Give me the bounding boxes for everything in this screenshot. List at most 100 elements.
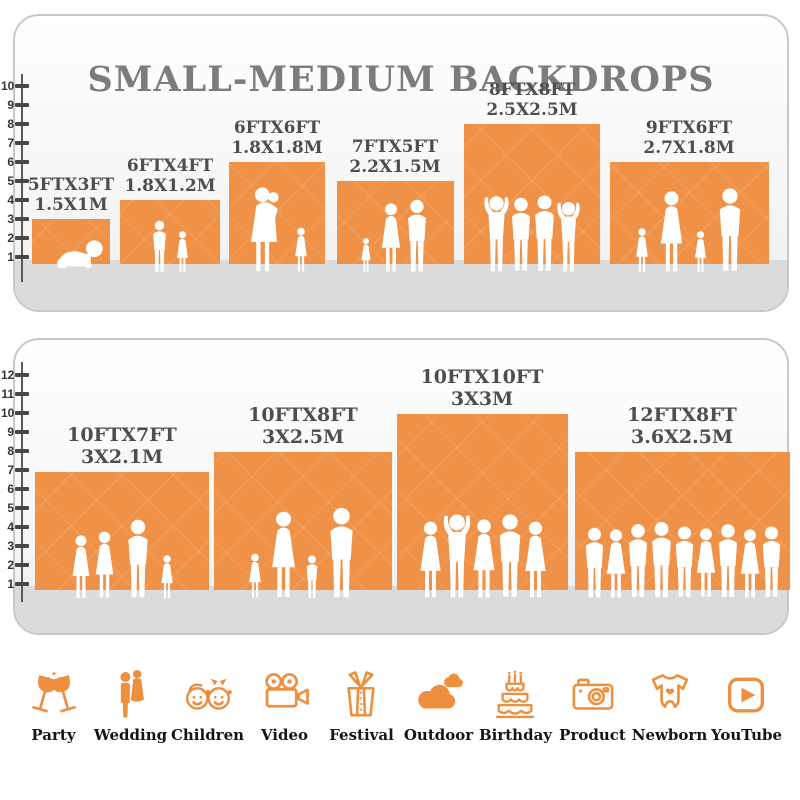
- category-label: Wedding: [93, 726, 168, 744]
- category-label: YouTube: [710, 726, 783, 744]
- backdrop-label-5x3: 5FTX3FT 1.5X1M: [27, 175, 115, 215]
- tick-label: 5: [7, 174, 14, 188]
- backdrop-7x5: [337, 181, 454, 273]
- woman-silhouette: [381, 203, 401, 272]
- toddler-silhouette: [361, 238, 371, 273]
- category-outdoor: Outdoor: [404, 668, 473, 744]
- category-label: Festival: [329, 726, 394, 744]
- girl-silhouette: [294, 227, 307, 272]
- woman-silhouette: [95, 531, 114, 598]
- backdrop-label-10x7: 10FTX7FT 3X2.1M: [67, 424, 177, 468]
- silhouette-group: [337, 199, 454, 273]
- tick-label: 8: [7, 444, 14, 458]
- woman-silhouette: [272, 511, 295, 597]
- tick-mark: [15, 430, 29, 434]
- birthday-icon: [496, 670, 535, 719]
- panel-medium-backdrops: 12 11 10 9 8 7 6 5 4 3 2 1 10FTX7FT 3X2.1…: [1, 338, 790, 635]
- wedding-icon: [119, 670, 144, 718]
- tick-label: 12: [1, 368, 15, 382]
- woman-silhouette: [660, 191, 682, 272]
- tick-mark: [15, 236, 29, 240]
- man-silhouette: [128, 519, 148, 598]
- youtube-icon: [728, 677, 765, 713]
- tick-mark: [15, 160, 29, 164]
- backdrop-10x8: [214, 452, 392, 599]
- festival-icon: [347, 671, 376, 717]
- backdrop-label-12x8: 12FTX8FT 3.6X2.5M: [627, 404, 737, 448]
- girl-silhouette: [177, 231, 188, 273]
- tick-mark: [15, 217, 29, 221]
- tick-mark: [15, 449, 29, 453]
- category-video: Video: [258, 668, 312, 744]
- tick-mark: [15, 84, 29, 88]
- tick-label: 1: [7, 577, 14, 591]
- tick-mark: [15, 103, 29, 107]
- ruler-line-top: [21, 74, 23, 282]
- silhouette-group: [229, 187, 325, 273]
- category-legend: Party Wedding Childre: [15, 668, 785, 744]
- tick-label: 10: [1, 406, 15, 420]
- tick-label: 5: [7, 501, 14, 515]
- boy-silhouette: [153, 220, 166, 272]
- tick-label: 3: [7, 539, 14, 553]
- tick-mark: [15, 582, 29, 586]
- tick-mark: [15, 392, 29, 396]
- tick-mark: [15, 563, 29, 567]
- tick-label: 1: [7, 250, 14, 264]
- party-icon: [31, 672, 76, 713]
- tick-label: 2: [7, 558, 14, 572]
- girl-silhouette: [635, 228, 648, 273]
- category-newborn: Newborn: [632, 668, 707, 744]
- backdrop-label-6x6: 6FTX6FT 1.8X1.8M: [231, 118, 323, 158]
- silhouette-group: [575, 521, 790, 599]
- silhouette-group: [32, 239, 110, 269]
- tick-mark: [15, 255, 29, 259]
- tick-mark: [15, 373, 29, 377]
- tick-label: 4: [7, 193, 14, 207]
- backdrop-8x8: [464, 124, 600, 272]
- category-label: Party: [31, 726, 76, 744]
- man-silhouette: [408, 199, 426, 272]
- tick-label: 6: [7, 155, 14, 169]
- backdrop-10x7: [35, 472, 209, 599]
- panel-small-backdrops: SMALL-MEDIUM BACKDROPS 10 9 8 7 6 5 4 3 …: [1, 14, 789, 312]
- tick-label: 8: [7, 117, 14, 131]
- man-silhouette: [762, 526, 780, 597]
- silhouette-group: [397, 511, 568, 599]
- children-icon: [185, 678, 232, 710]
- tick-label: 6: [7, 482, 14, 496]
- woman-silhouette: [524, 521, 546, 598]
- tick-label: 2: [7, 231, 14, 245]
- category-birthday: Birthday: [479, 668, 552, 744]
- tick-label: 4: [7, 520, 14, 534]
- category-label: Outdoor: [403, 726, 474, 744]
- backdrop-12x8: [575, 452, 790, 598]
- toddler-silhouette: [249, 553, 261, 598]
- category-label: Birthday: [478, 726, 553, 744]
- baby-silhouette: [56, 240, 103, 269]
- tick-label: 7: [7, 136, 14, 150]
- tick-label: 9: [7, 425, 14, 439]
- silhouette-group: [35, 519, 209, 599]
- category-label: Children: [170, 726, 245, 744]
- category-label: Product: [559, 726, 626, 744]
- backdrop-label-9x6: 9FTX6FT 2.7X1.8M: [643, 118, 735, 158]
- tick-mark: [15, 487, 29, 491]
- tick-mark: [15, 544, 29, 548]
- girl-silhouette: [161, 555, 173, 599]
- tick-mark: [15, 198, 29, 202]
- tick-mark: [15, 525, 29, 529]
- product-icon: [572, 678, 613, 710]
- woman-arms-up-silhouette: [557, 201, 580, 272]
- backdrop-label-10x8: 10FTX8FT 3X2.5M: [248, 404, 358, 448]
- category-children: Children: [171, 668, 244, 744]
- silhouette-group: [464, 193, 600, 273]
- backdrop-6x4: [120, 200, 220, 273]
- tick-mark: [15, 122, 29, 126]
- backdrop-9x6: [610, 162, 769, 273]
- tick-label: 9: [7, 98, 14, 112]
- category-product: Product: [559, 668, 626, 744]
- backdrop-label-7x5: 7FTX5FT 2.2X1.5M: [349, 137, 441, 177]
- silhouette-group: [214, 507, 392, 599]
